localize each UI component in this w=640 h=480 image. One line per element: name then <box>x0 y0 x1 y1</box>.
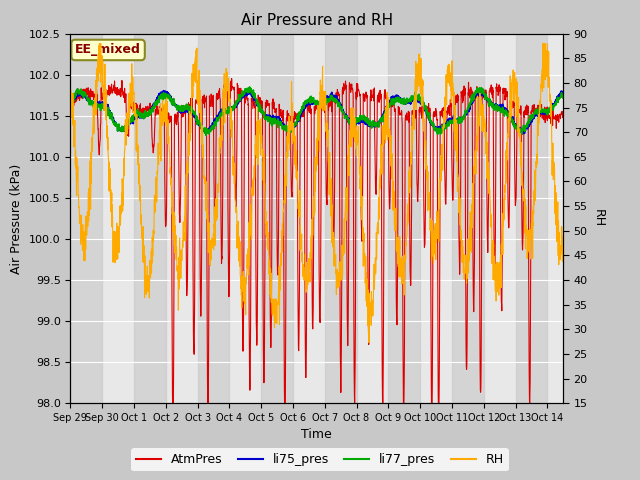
li75_pres <box>307 100 314 106</box>
li77_pres <box>246 84 253 90</box>
AtmPres <box>545 113 553 119</box>
AtmPres <box>559 114 567 120</box>
li75_pres <box>294 119 301 124</box>
Title: Air Pressure and RH: Air Pressure and RH <box>241 13 393 28</box>
li75_pres <box>455 119 463 124</box>
li75_pres <box>92 102 99 108</box>
li77_pres <box>294 116 301 121</box>
li77_pres <box>92 103 99 108</box>
li77_pres <box>545 105 553 111</box>
AtmPres <box>67 99 74 105</box>
AtmPres <box>545 115 553 121</box>
li75_pres <box>559 89 567 95</box>
RH <box>545 75 553 81</box>
Line: li75_pres: li75_pres <box>70 91 563 134</box>
RH <box>455 210 463 216</box>
AtmPres <box>92 94 99 99</box>
Y-axis label: RH: RH <box>591 209 604 228</box>
Legend: AtmPres, li75_pres, li77_pres, RH: AtmPres, li75_pres, li77_pres, RH <box>131 448 509 471</box>
li75_pres <box>545 105 553 111</box>
Line: li77_pres: li77_pres <box>70 87 563 135</box>
Line: AtmPres: AtmPres <box>70 79 563 408</box>
Bar <box>388 34 420 403</box>
li75_pres <box>202 131 209 137</box>
Bar <box>452 34 484 403</box>
AtmPres <box>455 230 463 236</box>
RH <box>95 41 103 47</box>
li77_pres <box>455 120 463 126</box>
Bar <box>515 34 547 403</box>
AtmPres <box>228 76 236 82</box>
RH <box>92 102 99 108</box>
Bar <box>324 34 356 403</box>
RH <box>545 77 553 83</box>
li75_pres <box>545 109 553 115</box>
Bar <box>261 34 293 403</box>
li75_pres <box>244 88 252 94</box>
li77_pres <box>307 97 314 103</box>
AtmPres <box>169 405 177 410</box>
AtmPres <box>307 106 314 112</box>
RH <box>293 174 301 180</box>
li77_pres <box>202 132 210 138</box>
Bar <box>134 34 166 403</box>
Y-axis label: Air Pressure (kPa): Air Pressure (kPa) <box>10 163 24 274</box>
RH <box>365 340 372 346</box>
li77_pres <box>559 95 567 101</box>
li77_pres <box>545 108 553 114</box>
li77_pres <box>67 100 74 106</box>
RH <box>559 225 567 230</box>
RH <box>307 250 314 255</box>
X-axis label: Time: Time <box>301 429 332 442</box>
Text: EE_mixed: EE_mixed <box>75 44 141 57</box>
RH <box>67 81 74 86</box>
Bar <box>198 34 229 403</box>
li75_pres <box>67 104 74 110</box>
Bar <box>70 34 102 403</box>
AtmPres <box>294 189 301 194</box>
Line: RH: RH <box>70 44 563 343</box>
